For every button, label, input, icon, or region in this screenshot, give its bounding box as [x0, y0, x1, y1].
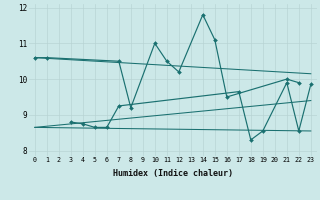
- X-axis label: Humidex (Indice chaleur): Humidex (Indice chaleur): [113, 169, 233, 178]
